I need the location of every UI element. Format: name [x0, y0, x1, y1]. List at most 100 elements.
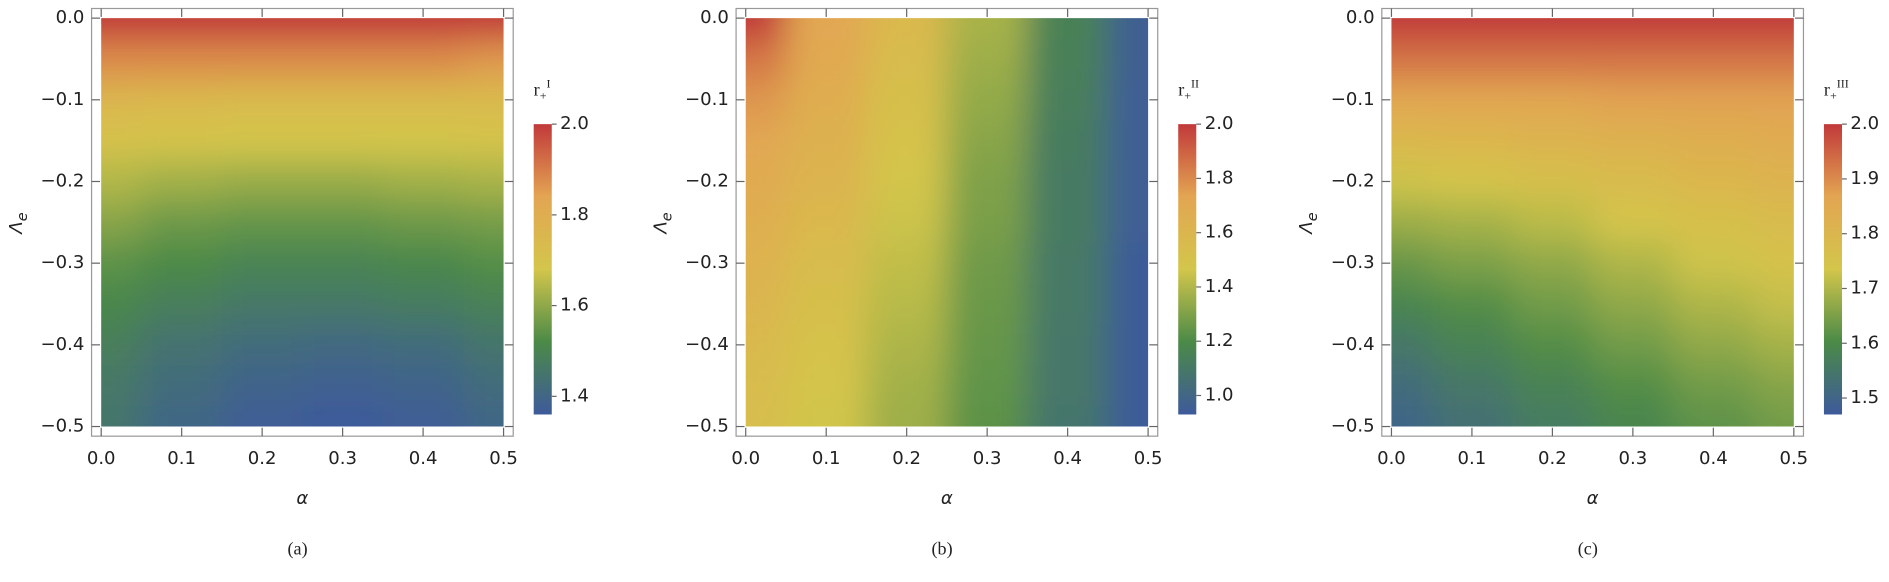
heatmap-cell	[1753, 283, 1794, 326]
x-tick-label: 0.3	[328, 448, 357, 469]
heatmap-cell	[463, 79, 504, 121]
heatmap-cell	[382, 201, 464, 244]
heatmap-cell	[463, 283, 504, 326]
heatmap-cell	[1391, 161, 1433, 203]
heatmap-cell	[1512, 283, 1594, 326]
colorbar-label-base: r	[534, 80, 540, 100]
colorbar-label-sub: +	[1184, 88, 1191, 102]
heatmap-cell	[141, 324, 223, 366]
heatmap-cell	[745, 283, 787, 326]
heatmap-cell	[1027, 79, 1109, 121]
heatmap-cell	[745, 201, 787, 244]
heatmap-cell	[1431, 324, 1513, 366]
y-tick-label: −0.5	[40, 416, 84, 437]
heatmap-cell	[1107, 406, 1149, 427]
heatmap-cell	[1431, 38, 1513, 80]
y-tick-label: 0.0	[1346, 7, 1375, 28]
x-tick-label: 0.5	[1779, 448, 1808, 469]
heatmap-cell	[946, 242, 1028, 285]
y-axis-label-sub: e	[659, 212, 675, 221]
colorbar-tick-label: 1.4	[560, 385, 589, 406]
heatmap	[101, 18, 504, 427]
heatmap-cell	[1592, 365, 1674, 407]
heatmap-cell	[1592, 324, 1674, 366]
heatmap-cell	[946, 365, 1028, 407]
heatmap-cell	[1512, 406, 1594, 427]
heatmap-cell	[302, 365, 384, 407]
heatmap-cell	[382, 406, 464, 427]
y-axis-label-base: Λ	[6, 221, 27, 235]
heatmap-cell	[1431, 161, 1513, 203]
heatmap-cell	[745, 365, 787, 407]
heatmap-cell	[1512, 365, 1594, 407]
heatmap-cell	[302, 324, 384, 366]
caption: (b)	[932, 539, 953, 560]
y-tick-label: −0.4	[1331, 334, 1375, 355]
heatmap-cell	[1512, 120, 1594, 162]
x-tick-label: 0.2	[1538, 448, 1567, 469]
heatmap-cell	[1753, 79, 1794, 121]
heatmap-cell	[1431, 18, 1513, 40]
heatmap-cell	[866, 201, 948, 244]
heatmap-cell	[101, 365, 143, 407]
heatmap-cell	[141, 79, 223, 121]
heatmap-cell	[866, 283, 948, 326]
y-axis-label-sub: e	[1305, 212, 1321, 221]
heatmap-cell	[1753, 120, 1794, 162]
colorbar-label-base: r	[1824, 80, 1830, 100]
heatmap-cell	[1592, 79, 1674, 121]
y-axis-label-sub: e	[15, 212, 31, 221]
heatmap-cell	[1027, 283, 1109, 326]
heatmap-cell	[382, 18, 464, 40]
y-axis-label-base: Λ	[650, 221, 671, 235]
x-tick-label: 0.0	[87, 448, 116, 469]
colorbar-label-sup: I	[547, 76, 551, 90]
heatmap-cell	[141, 120, 223, 162]
heatmap-cells	[745, 18, 1149, 427]
colorbar-tick-label: 1.7	[1850, 277, 1879, 298]
heatmap-cell	[1673, 406, 1755, 427]
caption: (a)	[288, 539, 308, 560]
heatmap-cell	[101, 79, 143, 121]
heatmap-cell	[1391, 406, 1433, 427]
heatmap-cell	[1431, 201, 1513, 244]
colorbar-tick-label: 2.0	[1850, 113, 1879, 134]
heatmap-cell	[1512, 324, 1594, 366]
heatmap-cell	[785, 365, 868, 407]
caption: (c)	[1578, 539, 1598, 560]
heatmap-cell	[382, 79, 464, 121]
heatmap-cell	[302, 283, 384, 326]
colorbar-tick-label: 1.2	[1205, 330, 1234, 351]
heatmap-cell	[745, 38, 787, 80]
heatmap-cell	[1592, 38, 1674, 80]
y-tick-label: −0.1	[685, 89, 729, 110]
colorbar-tick-label: 1.5	[1850, 387, 1879, 408]
heatmap-cell	[101, 242, 143, 285]
heatmap-cell	[1431, 283, 1513, 326]
heatmap-cell	[382, 120, 464, 162]
x-tick-label: 0.4	[409, 448, 438, 469]
x-tick-label: 0.2	[248, 448, 277, 469]
panel: 0.0 0.1 0.2 0.3 0.4 0.5 −0.5 −0.4 −0.3 −0.2 −0.1 0.…	[650, 7, 1234, 560]
heatmap	[1391, 18, 1794, 427]
heatmap-cell	[221, 161, 303, 203]
heatmap-cell	[1673, 365, 1755, 407]
colorbar-label: r+II	[1178, 76, 1199, 102]
y-tick-label: −0.4	[685, 334, 729, 355]
y-tick-label: −0.4	[40, 334, 84, 355]
heatmap-cell	[1512, 201, 1594, 244]
heatmap-cell	[141, 201, 223, 244]
heatmap-cell	[463, 406, 504, 427]
heatmap-cell	[1027, 365, 1109, 407]
heatmap-cell	[1391, 283, 1433, 326]
heatmap-cell	[785, 79, 868, 121]
heatmap-cell	[302, 120, 384, 162]
x-tick-label: 0.3	[973, 448, 1002, 469]
x-tick-label: 0.2	[892, 448, 921, 469]
y-tick-label: 0.0	[56, 7, 85, 28]
heatmap-cell	[946, 38, 1028, 80]
panel: 0.0 0.1 0.2 0.3 0.4 0.5 −0.5 −0.4 −0.3 −0.2 −0.1 0.…	[1296, 7, 1879, 560]
heatmap-cell	[946, 324, 1028, 366]
colorbar-tick-label: 1.8	[1850, 223, 1879, 244]
